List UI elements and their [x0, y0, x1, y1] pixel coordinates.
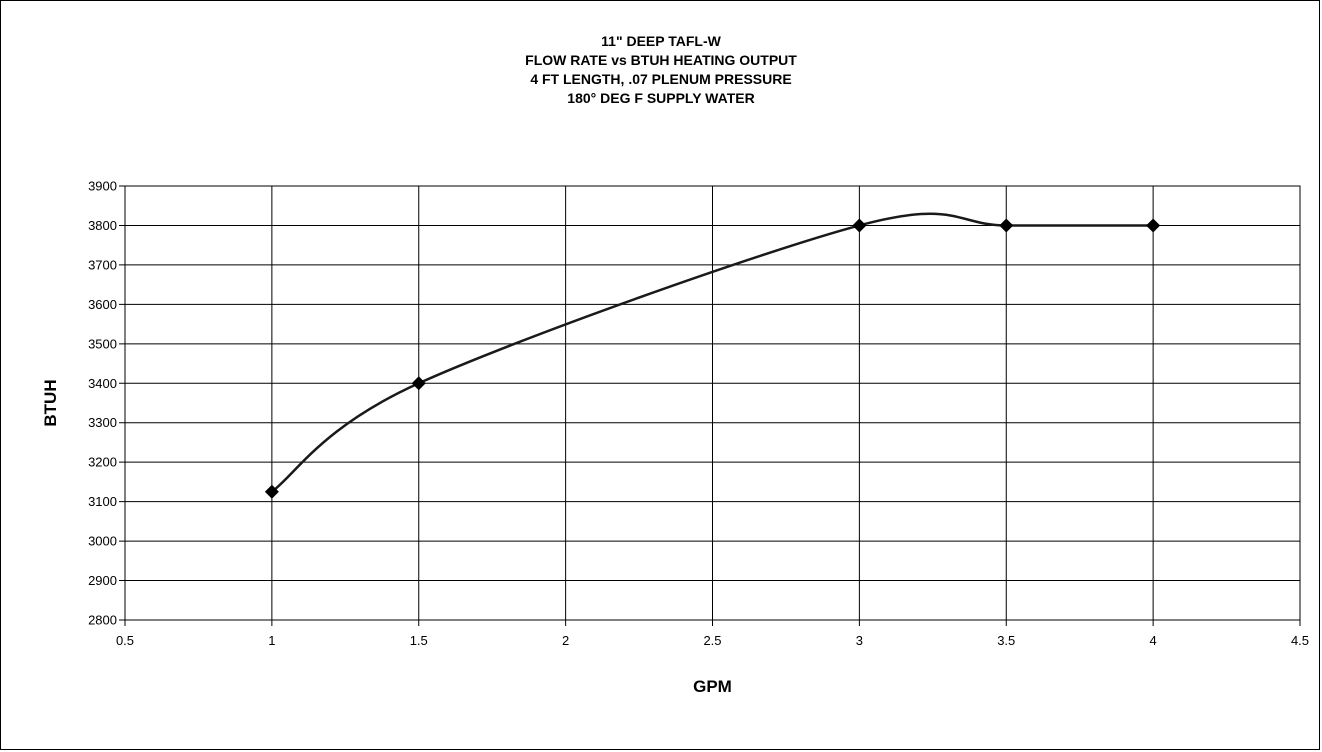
x-tick-label: 1.5: [410, 633, 428, 648]
x-tick-label: 2: [562, 633, 569, 648]
x-tick-label: 4: [1150, 633, 1157, 648]
x-tick-label: 0.5: [116, 633, 134, 648]
data-point-marker: [264, 484, 279, 499]
y-tick-label: 3100: [88, 494, 117, 509]
data-point-marker: [411, 376, 426, 391]
x-tick-label: 3: [856, 633, 863, 648]
y-tick-labels: 2800 2900 3000 3100 3200 3300 3400 3500 3600 3700…: [88, 179, 117, 628]
chart-title: 11" DEEP TAFL-W FLOW RATE vs BTUH HEATIN…: [0, 32, 1322, 108]
title-line-4: 180° DEG F SUPPLY WATER: [567, 90, 755, 106]
title-line-2: FLOW RATE vs BTUH HEATING OUTPUT: [525, 52, 797, 68]
data-point-marker: [999, 218, 1014, 233]
y-tick-label: 3900: [88, 179, 117, 194]
y-tick-label: 3800: [88, 218, 117, 233]
y-tick-label: 3700: [88, 257, 117, 272]
title-line-1: 11" DEEP TAFL-W: [601, 33, 721, 49]
x-tick-label: 4.5: [1291, 633, 1309, 648]
y-tick-label: 3400: [88, 376, 117, 391]
y-tick-label: 2800: [88, 613, 117, 628]
series-line: [270, 212, 1155, 494]
y-tick-label: 3500: [88, 336, 117, 351]
x-axis-label: GPM: [693, 677, 732, 696]
plot-area-border: [124, 185, 1301, 621]
x-tick-label: 1: [268, 633, 275, 648]
y-tick-label: 3300: [88, 415, 117, 430]
y-tick-label: 3200: [88, 455, 117, 470]
y-tick-label: 3000: [88, 534, 117, 549]
data-markers: [264, 218, 1161, 499]
x-tick-labels: 0.5 1 1.5 2 2.5 3 3.5 4 4.5: [116, 633, 1309, 648]
data-point-marker: [1146, 218, 1161, 233]
x-tick-label: 3.5: [997, 633, 1015, 648]
y-tick-label: 2900: [88, 573, 117, 588]
grid-lines: [119, 185, 1301, 626]
y-axis-label: BTUH: [41, 379, 60, 426]
y-tick-label: 3600: [88, 297, 117, 312]
x-tick-label: 2.5: [703, 633, 721, 648]
title-line-3: 4 FT LENGTH, .07 PLENUM PRESSURE: [530, 71, 792, 87]
data-point-marker: [852, 218, 867, 233]
